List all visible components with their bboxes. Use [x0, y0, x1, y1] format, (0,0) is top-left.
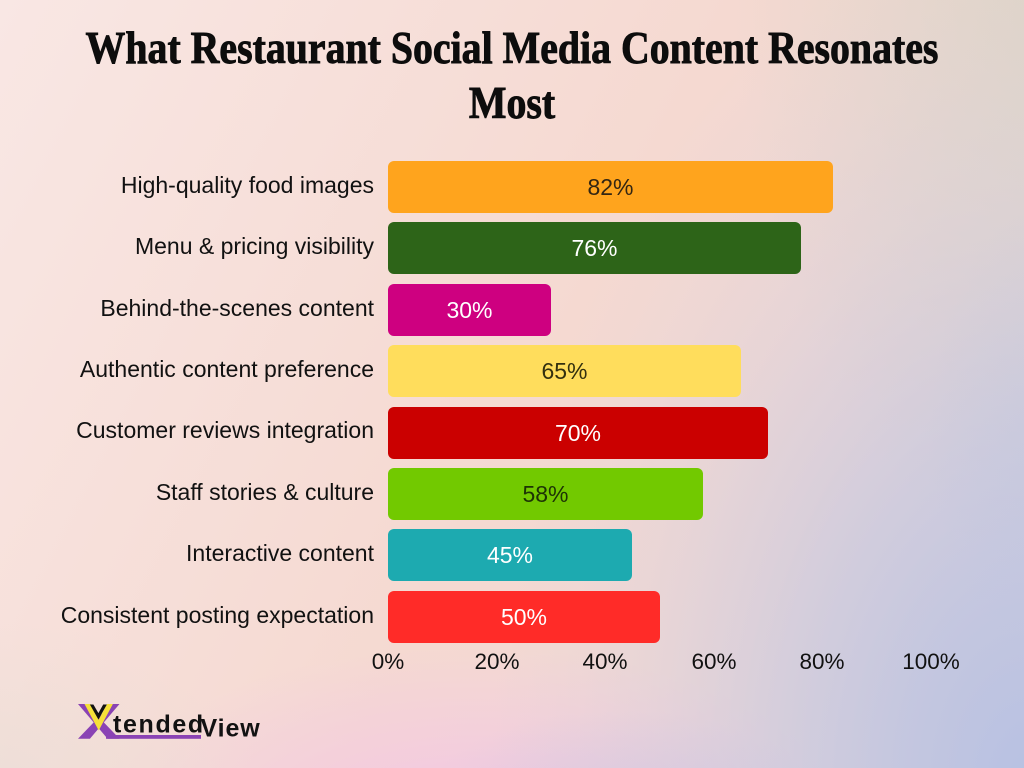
svg-text:View: View: [201, 715, 261, 743]
svg-text:tended: tended: [113, 711, 205, 739]
